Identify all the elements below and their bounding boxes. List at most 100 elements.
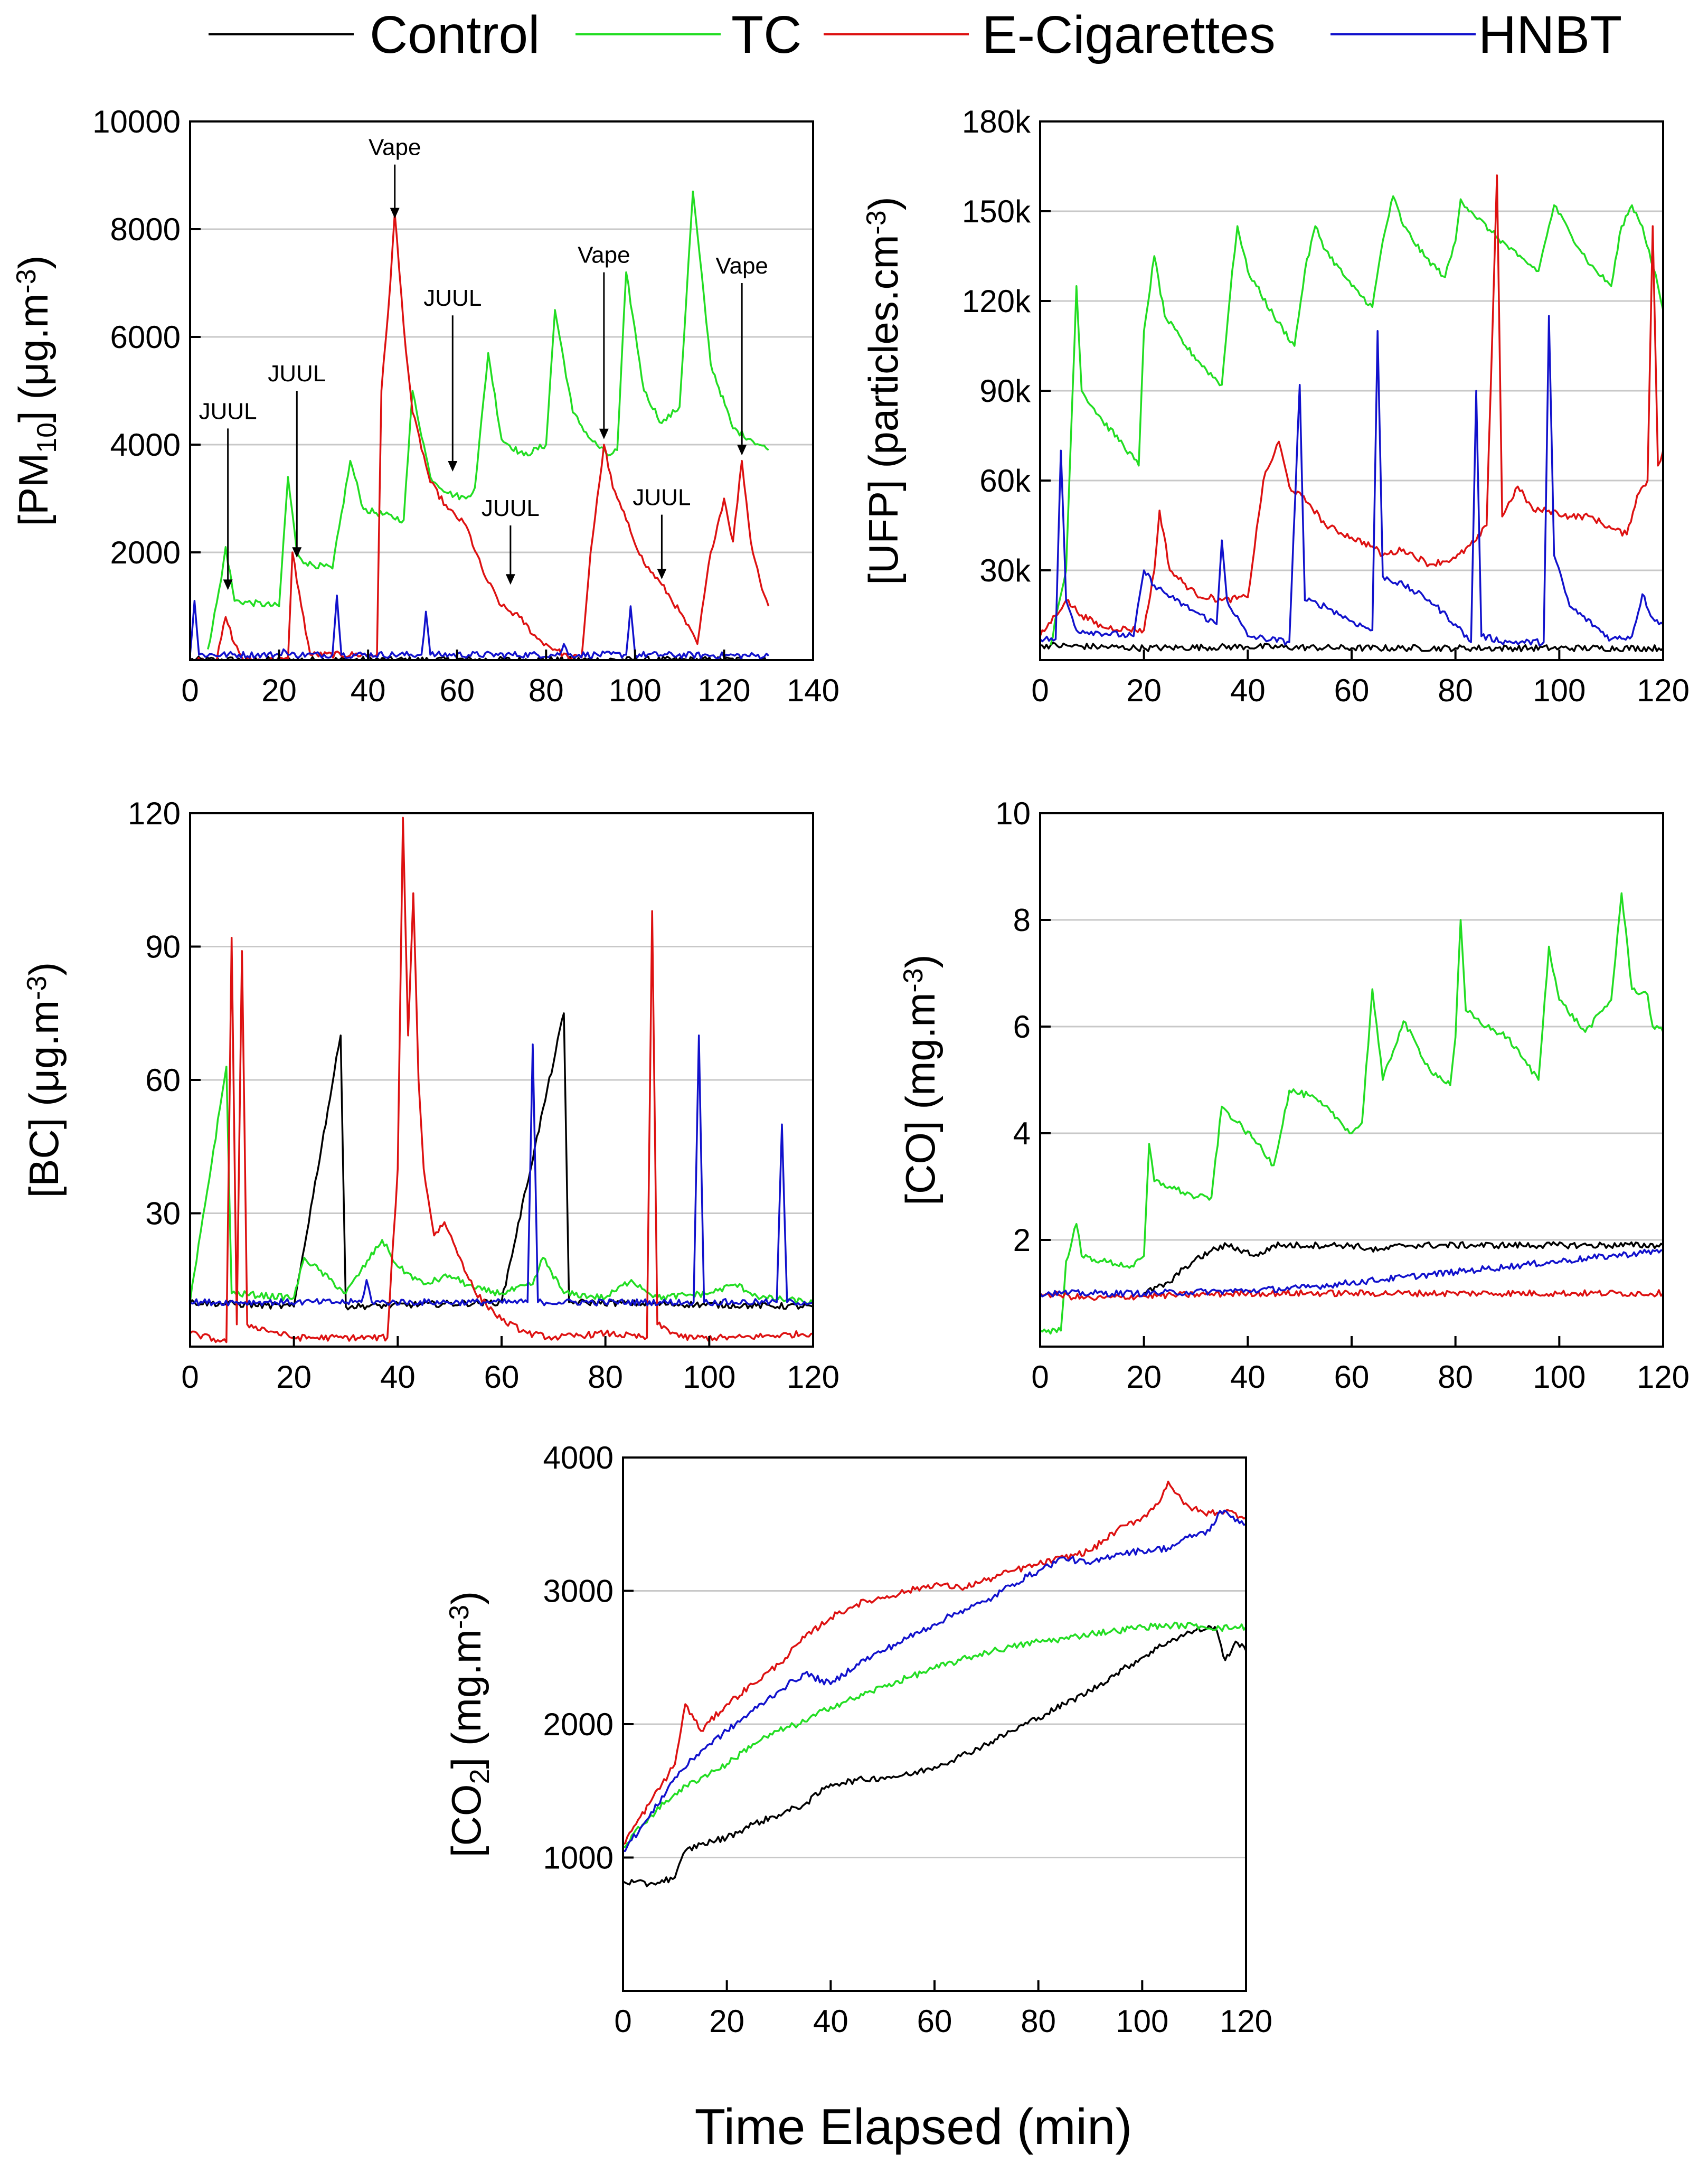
annotation-arrowhead-pm10-0 [223, 579, 233, 590]
annotation-arrowhead-pm10-6 [657, 569, 667, 579]
x-tick-label-co2-1: 20 [709, 2004, 744, 2039]
x-tick-label-ufp-5: 100 [1533, 673, 1586, 708]
y-axis-label-bc: [BC] (μg.m-3) [21, 962, 67, 1198]
series-ufp-tc [1050, 195, 1663, 646]
y-tick-label-pm10-1: 4000 [110, 427, 181, 463]
legend-label-control: Control [370, 5, 540, 64]
x-tick-label-bc-6: 120 [787, 1359, 839, 1395]
x-tick-label-co2-5: 100 [1116, 2004, 1168, 2039]
chart-ufp: 0 20 40 60 80 100 120 30k 60k 90k 120k 150k 180k [UFP… [860, 104, 1690, 708]
x-tick-label-pm10-5: 100 [609, 673, 662, 708]
legend-label-tc: TC [731, 5, 801, 64]
y-axis-label-ufp: [UFP] (particles.cm-3) [860, 196, 907, 585]
y-tick-label-co2-2: 3000 [543, 1574, 614, 1609]
chart-pm10: 0 20 40 60 80 100 120 140 2000 4000 6000 8000 10000 [… [10, 104, 839, 708]
y-axis-label-co: [CO] (mg.m-3) [897, 954, 943, 1205]
x-tick-label-pm10-7: 140 [787, 673, 839, 708]
x-tick-label-pm10-2: 40 [351, 673, 386, 708]
x-tick-label-pm10-1: 20 [261, 673, 297, 708]
legend-label-e-cigarettes: E-Cigarettes [982, 5, 1276, 64]
annotation-pm10-3: JUUL [423, 285, 482, 311]
y-axis-label-co2: [CO2] (mg.m-3) [443, 1591, 495, 1857]
annotation-pm10-0: JUUL [199, 398, 257, 424]
y-tick-label-ufp-1: 60k [979, 463, 1031, 499]
series-bc-e-cigarettes [190, 816, 813, 1343]
x-tick-label-ufp-3: 60 [1334, 673, 1370, 708]
series-co-hnbt [1040, 1248, 1663, 1297]
y-tick-label-bc-1: 60 [145, 1063, 181, 1098]
series-pm10-tc [207, 190, 769, 650]
annotation-arrowhead-pm10-7 [737, 445, 747, 456]
annotation-pm10-2: Vape [369, 135, 421, 161]
x-tick-label-co2-2: 40 [813, 2004, 848, 2039]
x-tick-label-pm10-3: 60 [439, 673, 475, 708]
annotation-pm10-5: Vape [578, 242, 630, 268]
series-co2-hnbt [623, 1509, 1246, 1852]
series-co2-tc [623, 1621, 1246, 1848]
y-tick-label-ufp-5: 180k [962, 104, 1031, 139]
annotation-arrowhead-pm10-4 [505, 574, 515, 585]
y-tick-label-ufp-2: 90k [979, 373, 1031, 409]
y-tick-label-co-0: 2 [1013, 1223, 1031, 1258]
x-tick-label-co2-4: 80 [1021, 2004, 1056, 2039]
series-ufp-hnbt [1040, 315, 1663, 646]
x-tick-label-co-4: 80 [1438, 1359, 1473, 1395]
y-tick-label-co2-3: 4000 [543, 1440, 614, 1475]
x-tick-label-ufp-0: 0 [1031, 673, 1049, 708]
annotation-arrowhead-pm10-2 [390, 208, 400, 219]
series-ufp-control [1040, 642, 1663, 653]
x-tick-label-bc-5: 100 [683, 1359, 735, 1395]
x-tick-label-co-3: 60 [1334, 1359, 1370, 1395]
series-co-control [1144, 1241, 1663, 1294]
x-tick-label-co-0: 0 [1031, 1359, 1049, 1395]
series-group-co2 [623, 1480, 1246, 1887]
annotation-pm10-4: JUUL [482, 495, 540, 521]
chart-co2: 0 20 40 60 80 100 120 1000 2000 3000 4000 [CO2] (mg… [443, 1440, 1272, 2039]
x-tick-label-ufp-6: 120 [1637, 673, 1690, 708]
x-tick-label-co-5: 100 [1533, 1359, 1586, 1395]
chart-bc: 0 20 40 60 80 100 120 30 60 90 120 [BC] (μg.m-3) [21, 796, 839, 1395]
x-tick-label-co2-6: 120 [1220, 2004, 1272, 2039]
series-co2-e-cigarettes [623, 1480, 1246, 1845]
annotation-pm10-7: Vape [715, 253, 768, 279]
y-tick-label-co2-1: 2000 [543, 1707, 614, 1742]
x-tick-label-pm10-4: 80 [529, 673, 564, 708]
y-tick-label-ufp-4: 150k [962, 194, 1031, 229]
series-ufp-e-cigarettes [1040, 174, 1663, 637]
x-tick-label-bc-1: 20 [276, 1359, 312, 1395]
y-tick-label-co-1: 4 [1013, 1116, 1031, 1151]
x-tick-label-bc-0: 0 [181, 1359, 199, 1395]
series-bc-tc [190, 1066, 813, 1305]
y-tick-label-bc-0: 30 [145, 1196, 181, 1231]
y-tick-label-co-4: 10 [995, 796, 1031, 831]
x-tick-label-ufp-4: 80 [1438, 673, 1473, 708]
legend-label-hnbt: HNBT [1478, 5, 1622, 64]
annotation-arrowhead-pm10-1 [292, 547, 302, 558]
y-tick-label-pm10-3: 8000 [110, 212, 181, 247]
x-tick-label-ufp-1: 20 [1126, 673, 1162, 708]
y-tick-label-pm10-2: 6000 [110, 319, 181, 355]
x-tick-label-pm10-0: 0 [181, 673, 199, 708]
x-tick-label-bc-3: 60 [484, 1359, 520, 1395]
y-tick-label-ufp-3: 120k [962, 284, 1031, 319]
plot-frame-pm10 [189, 120, 814, 661]
y-tick-label-bc-2: 90 [145, 929, 181, 965]
x-tick-label-bc-4: 80 [588, 1359, 623, 1395]
x-tick-label-bc-2: 40 [380, 1359, 416, 1395]
chart-co: 0 20 40 60 80 100 120 2 4 6 8 10 [CO] (mg.m-3) [897, 796, 1690, 1395]
series-pm10-hnbt [190, 594, 769, 660]
x-tick-label-co2-3: 60 [917, 2004, 952, 2039]
series-co-tc [1040, 892, 1663, 1335]
legend: Control TC E-Cigarettes HNBT [209, 5, 1622, 64]
annotation-arrowhead-pm10-3 [448, 461, 458, 472]
y-tick-label-ufp-0: 30k [979, 553, 1031, 588]
x-tick-label-ufp-2: 40 [1230, 673, 1266, 708]
y-tick-label-co-2: 6 [1013, 1009, 1031, 1045]
x-axis-title: Time Elapsed (min) [695, 2099, 1133, 2155]
y-tick-label-co-3: 8 [1013, 902, 1031, 938]
series-group-ufp [1040, 174, 1663, 653]
x-tick-label-co2-0: 0 [614, 2004, 631, 2039]
x-tick-label-pm10-6: 120 [697, 673, 750, 708]
